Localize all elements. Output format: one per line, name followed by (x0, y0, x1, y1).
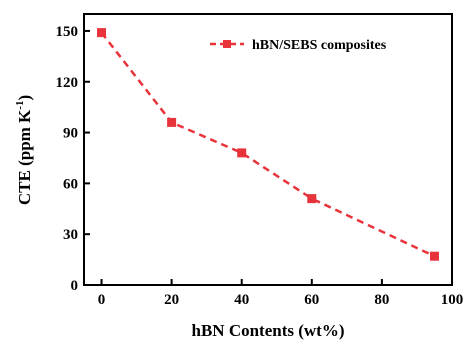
y-axis-label: CTE (ppm K-1) (14, 95, 34, 205)
y-tick-label-0: 0 (71, 278, 79, 294)
y-axis-label-superscript: -1 (14, 101, 26, 110)
x-tick-label-20: 20 (164, 292, 179, 308)
x-tick-label-60: 60 (304, 292, 319, 308)
data-point-0-4 (429, 251, 439, 261)
data-point-0-0 (97, 28, 107, 38)
y-tick-label-60: 60 (63, 176, 78, 192)
data-point-0-3 (307, 194, 317, 204)
y-tick-label-120: 120 (56, 75, 79, 91)
x-tick-label-0: 0 (98, 292, 106, 308)
plot-frame (83, 13, 453, 286)
x-tick-label-100: 100 (441, 292, 464, 308)
data-point-0-1 (167, 117, 177, 127)
data-point-0-2 (237, 148, 247, 158)
y-tick-label-30: 30 (63, 227, 78, 243)
y-tick-label-150: 150 (56, 24, 79, 40)
x-axis-label: hBN Contents (wt%) (192, 321, 345, 340)
y-tick-label-90: 90 (63, 126, 78, 142)
y-axis-ticks: 0 30 60 90 120 150 (56, 24, 90, 294)
series-layer (97, 28, 439, 261)
legend: hBN/SEBS composites (210, 38, 387, 53)
legend-marker (223, 40, 231, 48)
y-axis-label-main: CTE (ppm K (15, 109, 34, 205)
x-tick-label-40: 40 (234, 292, 249, 308)
y-axis-label-end: ) (15, 95, 34, 101)
legend-label: hBN/SEBS composites (252, 38, 387, 53)
x-axis-ticks: 0 20 40 60 80 100 (98, 279, 463, 308)
series-line-0 (100, 31, 436, 258)
x-tick-label-80: 80 (374, 292, 389, 308)
